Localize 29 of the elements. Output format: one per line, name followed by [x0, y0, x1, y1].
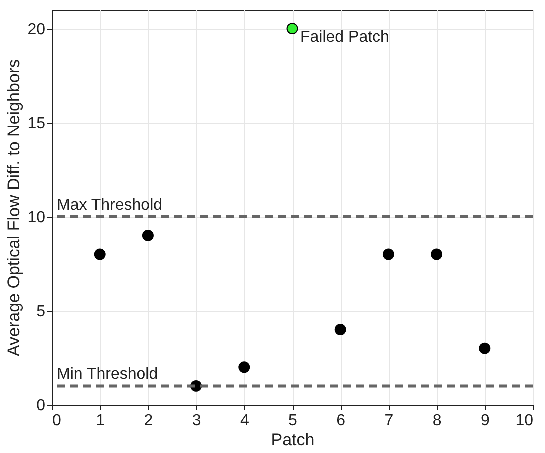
x-tick-label: 5	[288, 412, 298, 430]
y-axis-title: Average Optical Flow Diff. to Neighbors	[4, 59, 24, 357]
annotation: Failed Patch	[300, 28, 390, 46]
point	[479, 342, 491, 354]
point	[142, 230, 154, 242]
x-tick-label: 3	[192, 412, 202, 430]
x-axis-title: Patch	[271, 430, 315, 450]
y-tick-label: 5	[36, 303, 46, 320]
ref-line-label: Min Threshold	[57, 366, 158, 384]
point	[382, 248, 394, 260]
y-tick-label: 15	[28, 115, 46, 132]
y-tick-label: 10	[28, 209, 46, 226]
y-tick-label: 0	[36, 398, 46, 414]
x-tick-label: 2	[144, 412, 154, 430]
x-tick-label: 6	[336, 412, 346, 430]
y-tick-label: 20	[28, 21, 46, 38]
point	[431, 248, 443, 260]
ref-line-label: Max Threshold	[57, 196, 163, 214]
x-tick-label: 10	[516, 412, 534, 430]
x-tick-label: 8	[432, 412, 442, 430]
x-tick-label: 9	[480, 412, 490, 430]
point	[286, 23, 298, 35]
point	[334, 324, 346, 336]
x-tick-label: 1	[96, 412, 106, 430]
point	[238, 362, 250, 374]
x-tick-label: 4	[240, 412, 250, 430]
x-tick-label: 7	[384, 412, 394, 430]
x-tick-label: 0	[52, 412, 62, 430]
point	[94, 248, 106, 260]
